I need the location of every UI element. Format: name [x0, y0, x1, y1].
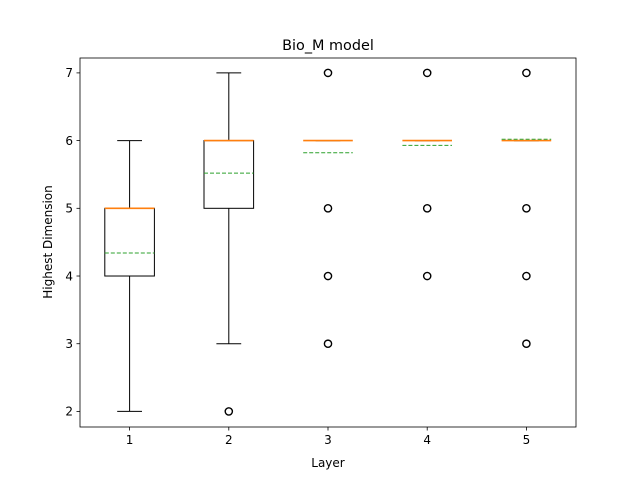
outlier-3-3 [323, 204, 333, 213]
outlier-5-2 [522, 271, 531, 281]
x-tick-label-3: 3 [324, 433, 332, 447]
x-tick-label-4: 4 [423, 433, 431, 447]
outlier-5-3 [522, 204, 531, 213]
outlier-5-4 [522, 68, 531, 78]
chart-title: Bio_M model [282, 38, 374, 54]
box-1 [104, 207, 155, 277]
outlier-3-2 [323, 271, 333, 281]
plot-area: 1 2 3 4 5 2 3 4 5 6 7 [65, 57, 577, 447]
y-tick-label-5: 5 [65, 202, 73, 216]
outlier-4-1 [422, 271, 432, 281]
y-axis-label: Highest Dimension [41, 185, 55, 299]
x-axis-label: Layer [311, 456, 345, 470]
y-tick-label-4: 4 [65, 269, 73, 283]
box-2 [203, 140, 255, 209]
outlier-5-1 [522, 339, 531, 349]
outlier-4-2 [422, 204, 432, 213]
outlier-3-1 [323, 339, 333, 349]
outlier-2-1 [224, 407, 234, 416]
y-tick-label-6: 6 [65, 134, 73, 148]
outlier-4-3 [422, 68, 432, 78]
y-tick-label-2: 2 [65, 405, 73, 419]
outlier-3-4 [323, 68, 333, 78]
y-tick-label-3: 3 [65, 337, 73, 351]
y-tick-label-7: 7 [65, 66, 73, 80]
x-tick-label-1: 1 [126, 433, 134, 447]
x-tick-label-5: 5 [523, 433, 531, 447]
x-tick-label-2: 2 [225, 433, 233, 447]
